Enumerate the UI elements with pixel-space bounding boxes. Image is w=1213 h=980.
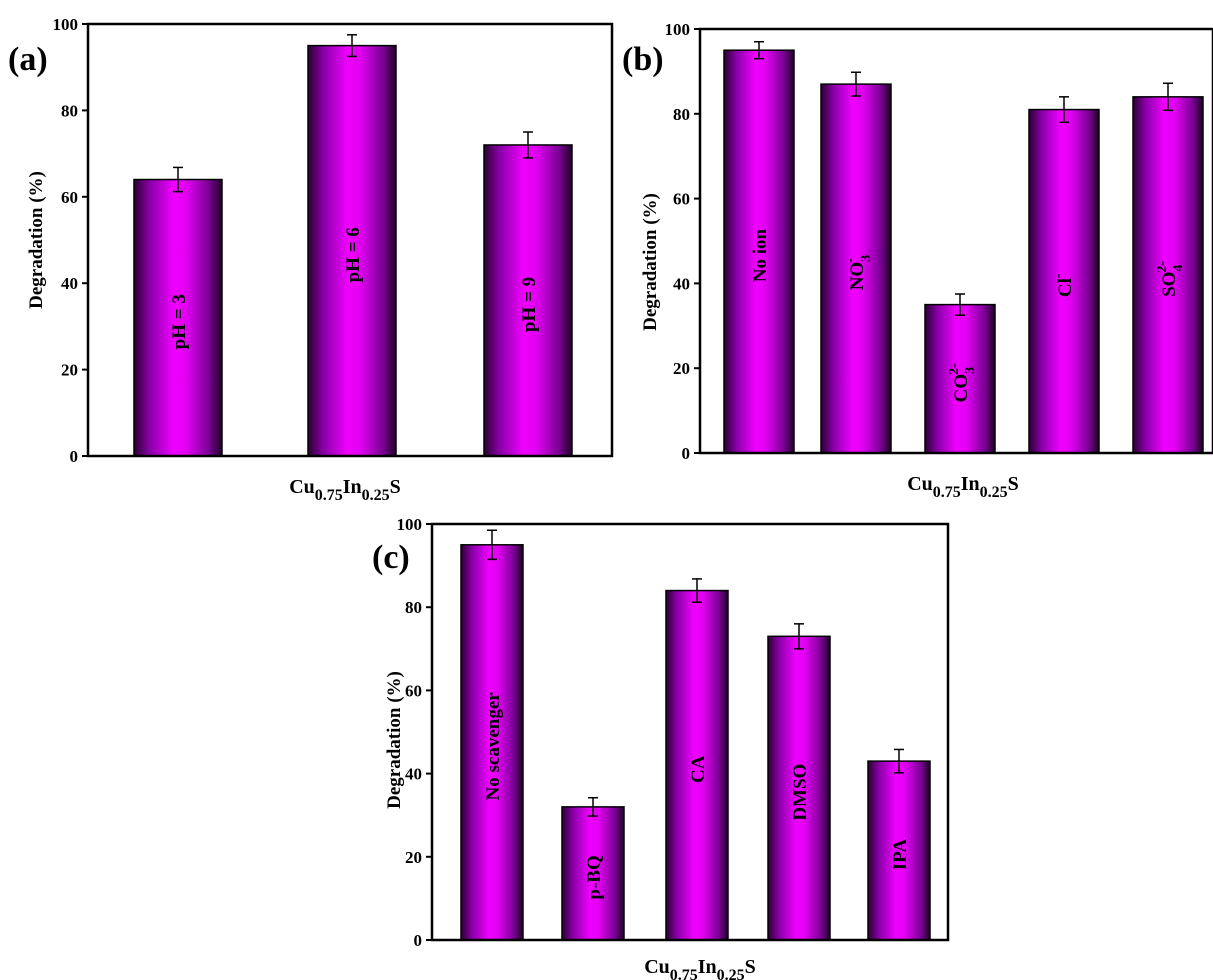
bar xyxy=(924,303,996,454)
bar-label: DMSO xyxy=(790,764,811,821)
y-tick-label: 0 xyxy=(70,447,79,466)
bar-label: SO42- xyxy=(1155,261,1186,297)
x-axis-title: Cu0.75In0.25S xyxy=(644,956,756,980)
y-tick-label: 60 xyxy=(61,188,78,207)
panel-label: (b) xyxy=(622,41,664,78)
bar xyxy=(561,806,625,941)
bar-label: IPA xyxy=(890,839,911,871)
y-axis-title: Degradation (%) xyxy=(640,193,661,331)
y-axis-title: Degradation (%) xyxy=(384,671,405,809)
bar-label: No scavenger xyxy=(483,692,504,801)
y-tick-label: 40 xyxy=(405,765,422,784)
x-axis-title: Cu0.75In0.25S xyxy=(289,476,401,504)
y-axis-title: Degradation (%) xyxy=(26,171,47,309)
bar-label: pH = 6 xyxy=(343,227,364,282)
panel-label: (a) xyxy=(8,41,48,78)
bar xyxy=(460,544,524,941)
bar-label: NO3- xyxy=(843,255,874,291)
y-tick-label: 0 xyxy=(414,931,423,950)
y-tick-label: 60 xyxy=(405,681,422,700)
chart-panel-b: No ion NO3- CO32- Cl- SO42- 0 20 40 60 80 100 Degra… xyxy=(622,20,1213,501)
y-tick-label: 0 xyxy=(682,444,691,463)
plot-frame xyxy=(430,522,950,942)
y-tick-label: 20 xyxy=(405,848,422,867)
bar-label: CA xyxy=(688,755,709,783)
panel-label: (c) xyxy=(372,539,410,576)
bar xyxy=(307,44,397,457)
bar-label: pH = 9 xyxy=(519,277,540,332)
bar-label: p-BQ xyxy=(584,855,605,899)
bar xyxy=(665,589,729,941)
bar-label: Cl- xyxy=(1051,273,1076,297)
plot-frame xyxy=(698,27,1213,455)
x-axis-title: Cu0.75In0.25S xyxy=(907,473,1019,501)
bar xyxy=(867,760,931,941)
bar-label: pH = 3 xyxy=(169,294,190,349)
y-tick-label: 80 xyxy=(673,105,690,124)
bar-label: No ion xyxy=(750,229,771,283)
bar xyxy=(767,635,831,941)
y-tick-label: 80 xyxy=(405,598,422,617)
y-tick-label: 20 xyxy=(61,361,78,380)
y-tick-label: 80 xyxy=(61,101,78,120)
bar xyxy=(133,178,223,457)
plot-frame xyxy=(86,22,614,458)
bar-label: CO32- xyxy=(947,363,978,403)
y-tick-label: 100 xyxy=(665,20,691,39)
chart-panel-a: pH = 3 pH = 6 pH = 9 0 20 40 60 80 100 Degradatio… xyxy=(8,15,614,504)
y-tick-label: 20 xyxy=(673,359,690,378)
y-tick-label: 40 xyxy=(673,274,690,293)
y-tick-label: 100 xyxy=(397,515,423,534)
y-tick-label: 60 xyxy=(673,190,690,209)
y-tick-label: 100 xyxy=(53,15,79,34)
chart-panel-c: No scavenger p-BQ CA DMSO IPA 0 20 40 60 80 100 Deg… xyxy=(372,515,950,980)
bar xyxy=(1028,108,1100,454)
y-tick-label: 40 xyxy=(61,274,78,293)
